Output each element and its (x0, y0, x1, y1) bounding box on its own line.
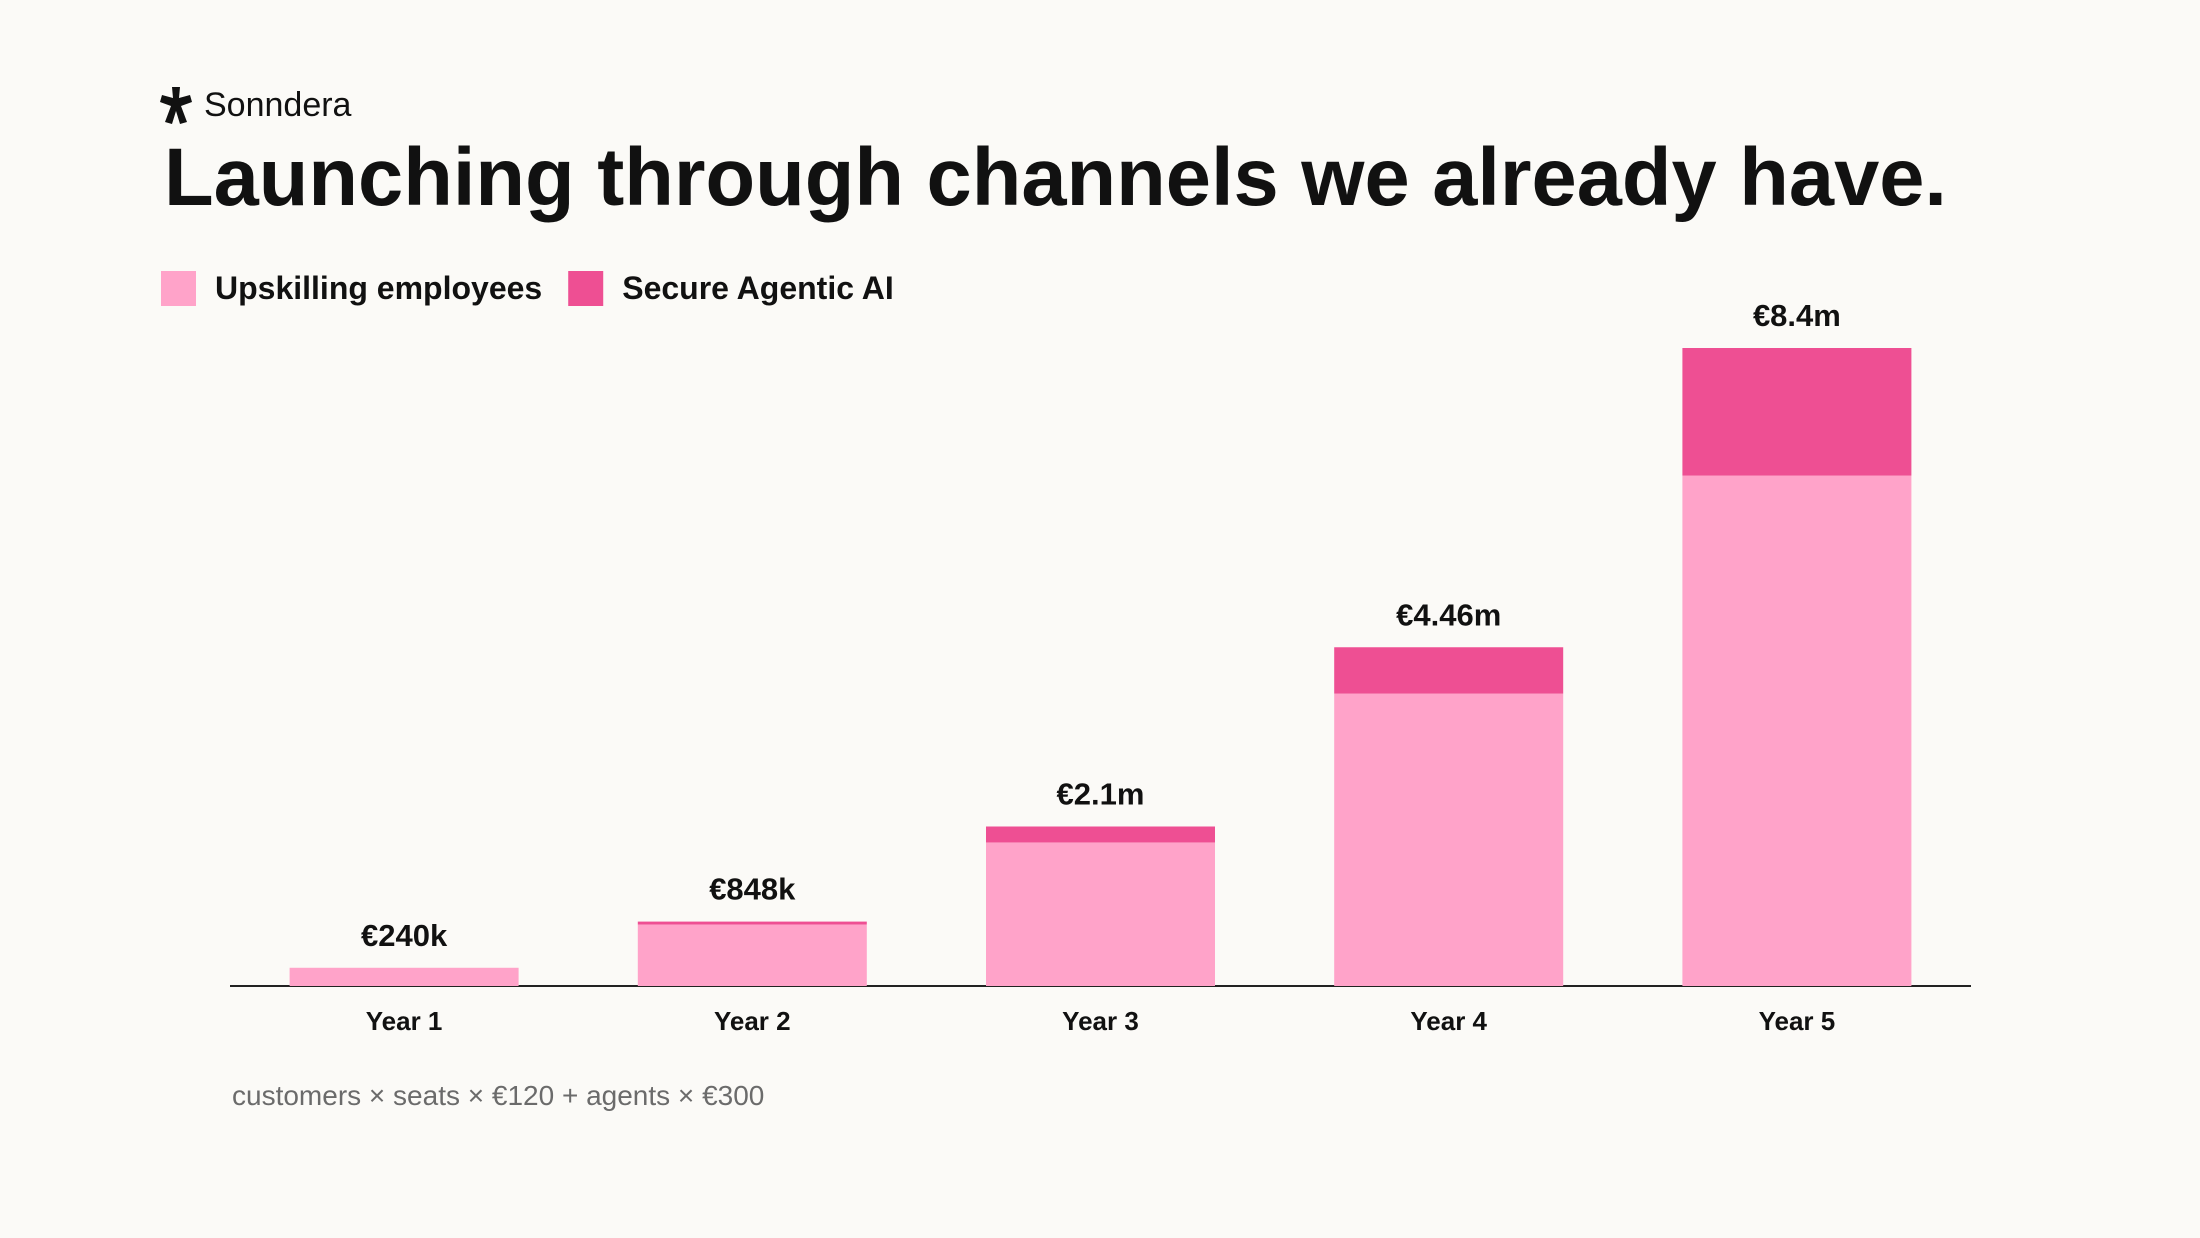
bar-segment (289, 967, 519, 986)
bar-segment (1682, 475, 1912, 986)
footnote: customers × seats × €120 + agents × €300 (232, 1080, 764, 1111)
total-label: €240k (361, 918, 448, 953)
bar-segment (1682, 348, 1912, 476)
x-tick-label: Year 5 (1759, 1006, 1836, 1036)
brand-logo (160, 87, 192, 124)
bar-segment (1334, 693, 1564, 986)
legend-swatch (161, 271, 196, 306)
bar-segment (637, 921, 867, 925)
bar-segment (637, 924, 867, 986)
legend-label: Upskilling employees (215, 270, 542, 306)
total-label: €4.46m (1396, 597, 1501, 632)
bar-segment (1334, 647, 1564, 694)
legend-label: Secure Agentic AI (622, 270, 893, 306)
total-label: €8.4m (1753, 298, 1841, 333)
chart-title: Launching through channels we already ha… (164, 132, 1947, 223)
x-tick-label: Year 1 (366, 1006, 443, 1036)
total-label: €2.1m (1057, 777, 1145, 812)
x-tick-label: Year 4 (1410, 1006, 1487, 1036)
x-tick-label: Year 2 (714, 1006, 791, 1036)
x-tick-label: Year 3 (1062, 1006, 1139, 1036)
brand-name: Sonndera (204, 86, 352, 124)
legend-swatch (568, 271, 604, 306)
total-label: €848k (709, 872, 796, 907)
bar-segment (986, 826, 1215, 843)
bar-segment (986, 842, 1215, 986)
